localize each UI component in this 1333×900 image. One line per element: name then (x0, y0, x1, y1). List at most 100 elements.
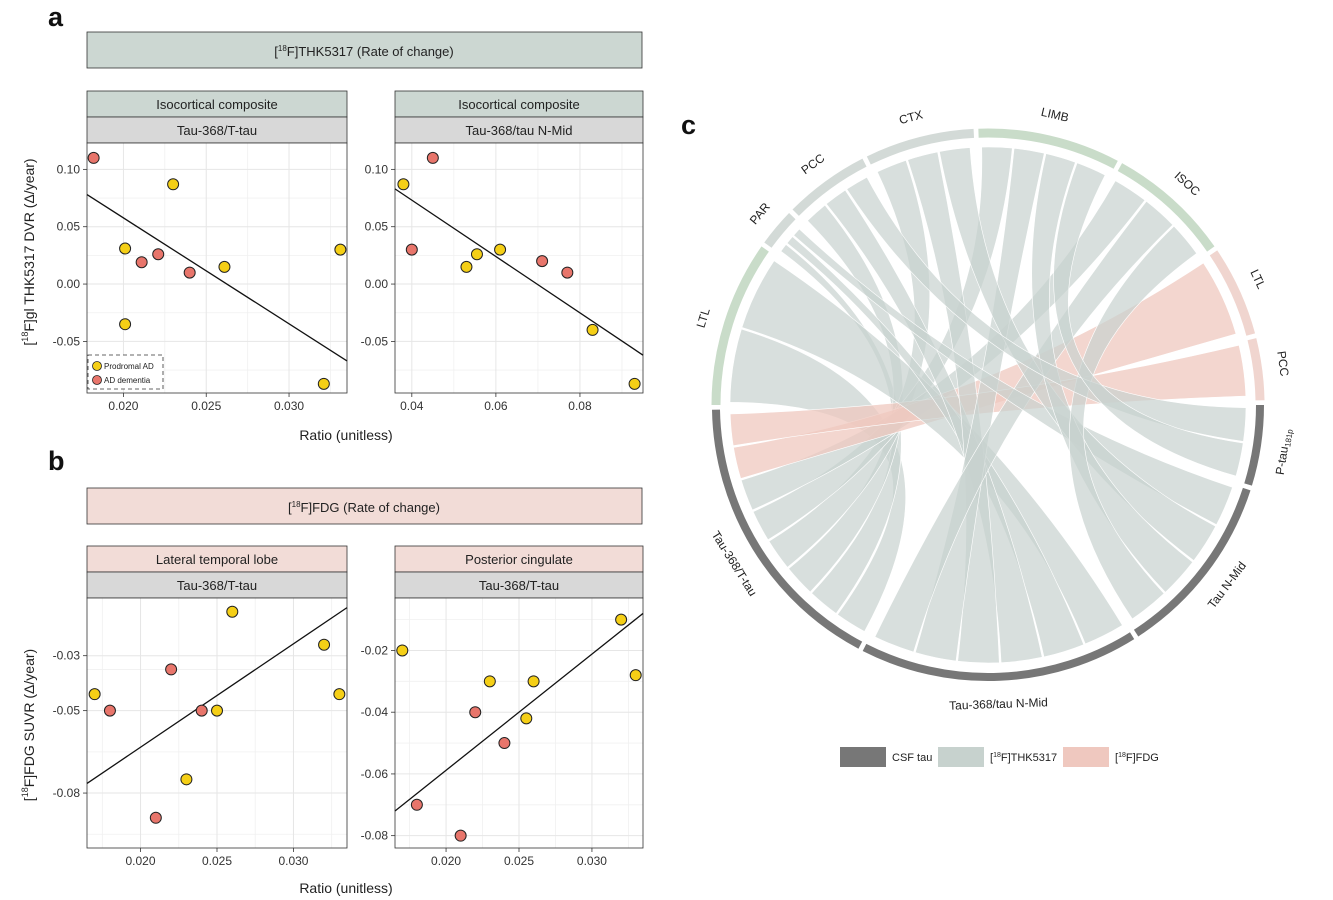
chord-label-thk-0: LTL (694, 306, 713, 329)
panel-letter-a: a (48, 2, 64, 32)
tick-label-x-ltl-ttau-2: 0.030 (278, 854, 308, 868)
point-dementia-ltl-ttau-1 (149, 811, 162, 824)
tick-label-x-pcc-ttau-2: 0.030 (577, 854, 607, 868)
tick-label-y-ltl-ttau-2: -0.03 (53, 649, 81, 663)
panel-b-ylabel-sup: 18 (20, 787, 30, 797)
panel-b-header-text: F]FDG (Rate of change) (301, 500, 440, 515)
legend-swatch-1 (938, 747, 984, 767)
legend-label-1: [18F]THK5317 (990, 752, 1057, 764)
point-dementia-pcc-ttau-1 (454, 829, 467, 842)
chord-label-thk-2: PCC (799, 151, 828, 177)
tick-label-y-ltl-ttau-1: -0.05 (53, 704, 81, 718)
point-prodromal-iso-ttau-2 (119, 318, 132, 331)
point-prodromal-iso-ttau-4 (334, 243, 347, 256)
tick-label-x-iso-nmid-1: 0.06 (484, 399, 508, 413)
tick-label-x-ltl-ttau-0: 0.020 (126, 854, 156, 868)
panel-b-ylabel-text: F]FDG SUVR (Δ/year) (21, 649, 37, 787)
strip-subtitle-bg-ltl-ttau (86, 571, 348, 599)
panel-b-header-sup: 18 (292, 500, 301, 509)
strip-title-iso-ttau: Isocortical composite (156, 97, 277, 112)
point-dementia-pcc-ttau-0 (410, 798, 423, 811)
panel-b-ylabel-open: [ (21, 797, 37, 801)
ring-segment-isoc (1117, 163, 1215, 252)
regression-line-ltl-ttau (86, 607, 348, 784)
strip-subtitle-bg-iso-ttau (86, 116, 348, 144)
chord-label-thk-3: CTX (897, 107, 924, 127)
panel-a-y-axis-label: [18F]gl THK5317 DVR (Δ/year) (20, 158, 37, 345)
point-dementia-iso-nmid-1 (405, 243, 418, 256)
tick-label-y-pcc-ttau-3: -0.02 (361, 643, 389, 657)
chord-label-ptau-sub: 181p (1283, 428, 1295, 448)
svg-text:[18F]FDG (Rate of change): [18F]FDG (Rate of change) (288, 500, 440, 515)
chord-ribbon-0 (729, 328, 906, 632)
chord-label-csf-2: Tau-368/tau N-Mid (949, 695, 1048, 712)
tick-label-y-iso-ttau-3: 0.10 (57, 162, 81, 176)
chord-label-fdg-0: LTL (1247, 267, 1268, 291)
strip-subtitle-bg-iso-nmid (394, 116, 644, 144)
ring-segment-tau-n-mid (1133, 487, 1251, 637)
point-prodromal-ltl-ttau-1 (180, 773, 193, 786)
legend-label-mid-2: F]FDG (1126, 752, 1159, 764)
plot-area-iso-nmid (395, 143, 643, 393)
legend-prodromal-label: Prodromal AD (104, 362, 154, 371)
tick-label-x-pcc-ttau-0: 0.020 (431, 854, 461, 868)
panel-a-header-open: [ (274, 44, 278, 59)
point-dementia-iso-nmid-0 (426, 151, 439, 164)
point-prodromal-ltl-ttau-2 (211, 704, 223, 717)
legend-dementia-marker (92, 375, 102, 385)
panel-b-x-axis-label: Ratio (unitless) (299, 880, 392, 896)
ring-segment-limb (978, 128, 1118, 169)
panel-a-header: [18F]THK5317 (Rate of change) (86, 31, 643, 69)
point-dementia-pcc-ttau-2 (469, 706, 482, 719)
point-dementia-iso-nmid-3 (561, 266, 574, 279)
regression-line-pcc-ttau (394, 612, 644, 812)
point-prodromal-iso-ttau-1 (167, 178, 180, 191)
point-prodromal-iso-ttau-5 (317, 377, 330, 390)
legend-label-open-1: [ (990, 752, 993, 764)
point-dementia-iso-ttau-2 (135, 256, 148, 269)
legend-dementia-label: AD dementia (104, 376, 151, 385)
strip-title-pcc-ttau: Posterior cingulate (465, 552, 573, 567)
strip-title-ltl-ttau: Lateral temporal lobe (156, 552, 278, 567)
panel-a-ylabel-text: F]gl THK5317 DVR (Δ/year) (21, 158, 37, 331)
regression-line-iso-nmid (394, 188, 644, 356)
point-dementia-ltl-ttau-3 (195, 704, 208, 717)
point-prodromal-iso-nmid-3 (494, 243, 507, 256)
point-prodromal-ltl-ttau-4 (318, 638, 331, 651)
ring-segment-fdg-ltl (1209, 250, 1256, 336)
panel-a-header-sup: 18 (278, 44, 287, 53)
strip-title-bg-iso-ttau (86, 90, 348, 118)
tick-label-x-iso-ttau-2: 0.030 (274, 399, 304, 413)
point-prodromal-iso-nmid-5 (628, 377, 641, 390)
panel-a-header-text: F]THK5317 (Rate of change) (287, 44, 454, 59)
point-prodromal-iso-nmid-2 (470, 248, 483, 261)
point-prodromal-iso-nmid-4 (586, 323, 599, 336)
ring-segment-ctx (866, 128, 975, 165)
chord-label-fdg-1: PCC (1274, 350, 1291, 377)
point-dementia-iso-ttau-1 (152, 248, 165, 261)
chord-ribbon-19 (1053, 162, 1244, 477)
panel-b-header-open: [ (288, 500, 292, 515)
ring-segment-fdg-pcc (1247, 338, 1265, 401)
strip-subtitle-iso-nmid: Tau-368/tau N-Mid (466, 123, 573, 138)
panel-letter-b: b (48, 446, 65, 476)
point-prodromal-iso-nmid-0 (397, 178, 410, 191)
point-prodromal-iso-nmid-1 (460, 260, 473, 273)
ring-segment-tau-368-t-tau (712, 409, 863, 649)
chord-ribbon-17 (1069, 225, 1198, 620)
plot-border-ltl-ttau (86, 597, 348, 849)
tick-label-x-iso-nmid-2: 0.08 (568, 399, 592, 413)
point-dementia-ltl-ttau-2 (165, 663, 178, 676)
legend-prodromal-marker (92, 361, 102, 371)
chord-label-thk-5: ISOC (1172, 169, 1203, 199)
tick-label-x-ltl-ttau-1: 0.025 (202, 854, 232, 868)
point-prodromal-iso-ttau-3 (218, 260, 231, 273)
strip-subtitle-iso-ttau: Tau-368/T-tau (177, 123, 257, 138)
point-prodromal-iso-ttau-0 (119, 242, 132, 255)
chord-label-thk-4: LIMB (1040, 105, 1070, 125)
tick-label-y-iso-nmid-2: 0.05 (365, 220, 389, 234)
point-dementia-iso-ttau-3 (183, 266, 196, 279)
tick-label-x-pcc-ttau-1: 0.025 (504, 854, 534, 868)
point-prodromal-pcc-ttau-0 (396, 644, 409, 657)
